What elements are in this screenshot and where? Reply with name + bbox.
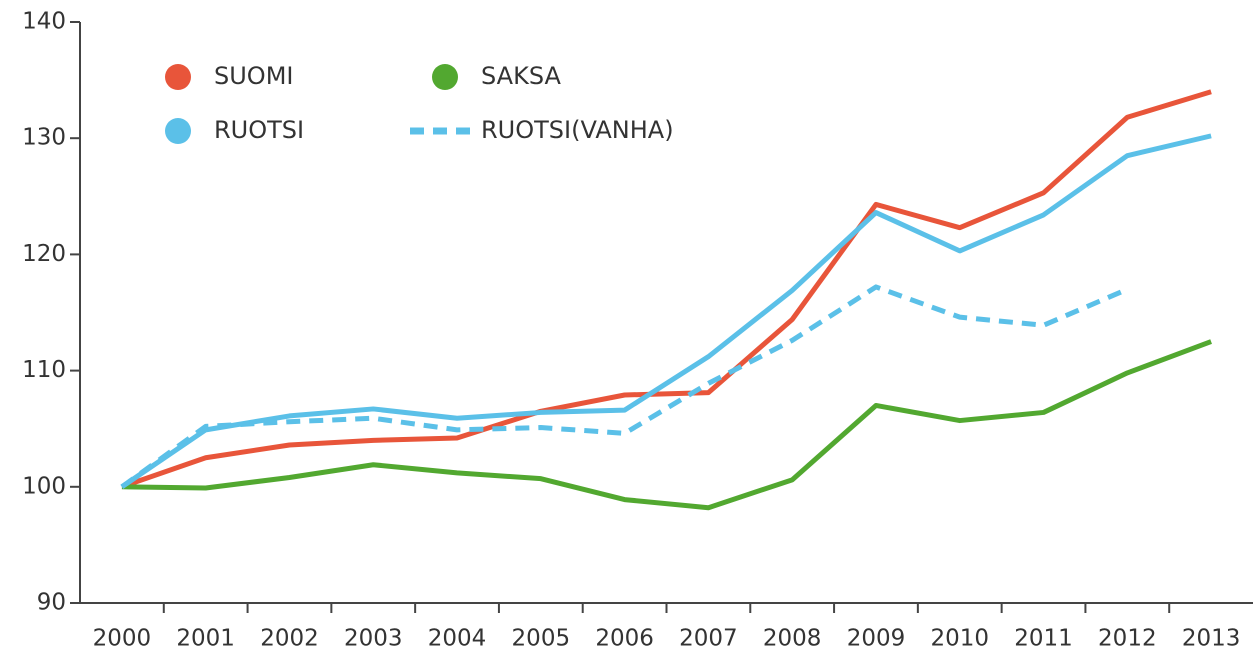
x-tick-label: 2008 <box>763 626 822 652</box>
x-tick-label: 2009 <box>847 626 906 652</box>
legend-marker <box>432 64 458 90</box>
x-tick-label: 2012 <box>1098 626 1157 652</box>
legend-label: SAKSA <box>481 62 562 90</box>
y-tick-label: 120 <box>22 241 66 267</box>
legend-label: RUOTSI(VANHA) <box>481 116 674 144</box>
x-tick-label: 2013 <box>1182 626 1241 652</box>
x-tick-label: 2011 <box>1014 626 1073 652</box>
x-tick-label: 2010 <box>930 626 989 652</box>
y-tick-label: 110 <box>22 357 66 383</box>
x-tick-label: 2001 <box>176 626 235 652</box>
x-tick-label: 2000 <box>93 626 152 652</box>
series-line <box>121 89 1212 490</box>
legend-label: RUOTSI <box>214 116 304 144</box>
x-tick-label: 2007 <box>679 626 738 652</box>
y-tick-label: 130 <box>22 125 66 151</box>
series-line <box>121 339 1212 511</box>
legend-marker <box>165 118 191 144</box>
y-tick-label: 100 <box>22 473 66 499</box>
x-tick-label: 2002 <box>260 626 319 652</box>
legend-label: SUOMI <box>214 62 293 90</box>
series-line <box>120 133 1212 489</box>
x-tick-label: 2006 <box>595 626 654 652</box>
x-tick-label: 2004 <box>428 626 487 652</box>
y-tick-label: 140 <box>22 9 66 35</box>
y-tick-label: 90 <box>37 590 66 616</box>
series-line <box>120 284 1129 489</box>
legend-marker <box>165 64 191 90</box>
x-tick-label: 2003 <box>344 626 403 652</box>
x-tick-label: 2005 <box>512 626 571 652</box>
